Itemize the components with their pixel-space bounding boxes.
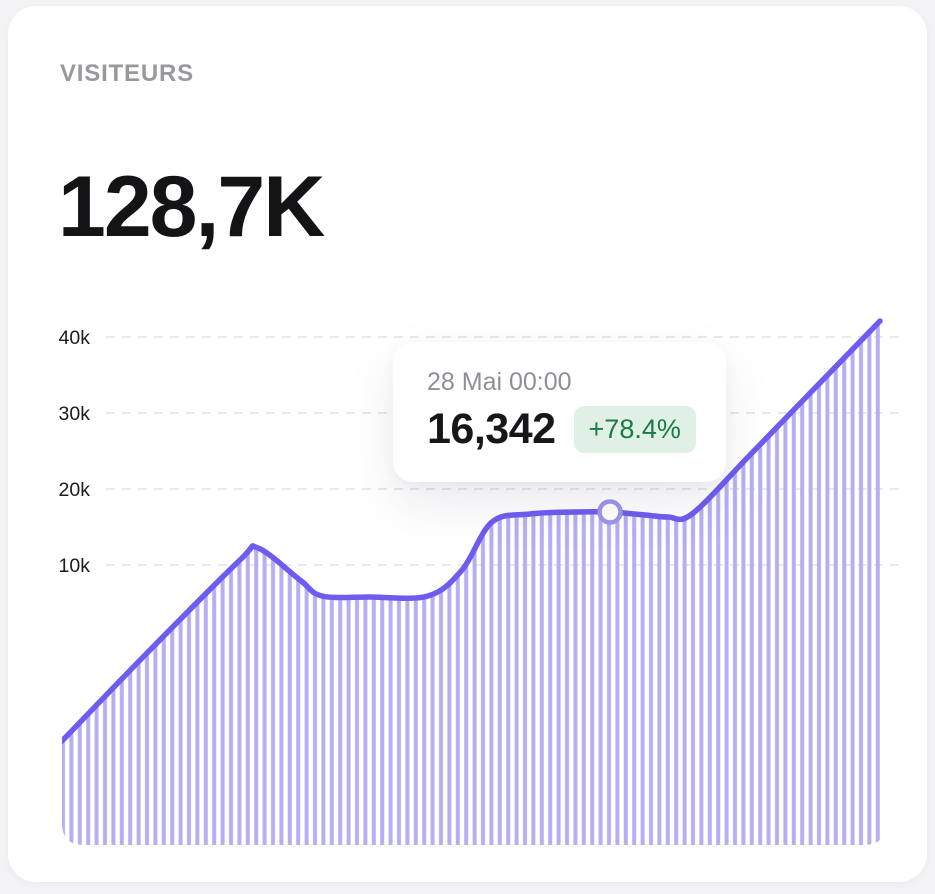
y-axis-tick-label: 40k [59,327,91,349]
total-visitors-value: 128,7K [58,159,325,255]
tooltip-value: 16,342 [427,405,556,453]
tooltip-date: 28 Mai 00:00 [427,368,572,396]
tooltip-delta-badge: +78.4% [573,406,696,453]
y-axis-tick-label: 10k [59,555,91,577]
visitors-line [62,318,883,744]
y-axis-tick-label: 20k [59,479,91,501]
chart-title: VISITEURS [60,60,194,87]
chart-tooltip: 28 Mai 00:00 16,342 +78.4% [393,342,726,482]
chart-layer: VISITEURS 128,7K 40k 30k 20k 10k 28 Mai 00:… [8,6,927,882]
y-axis-tick-label: 30k [59,403,91,425]
visitors-area-fill [62,321,880,845]
tooltip-value-row: 16,342 +78.4% [427,405,696,454]
visitors-card: VISITEURS 128,7K 40k 30k 20k 10k 28 Mai 00:… [8,6,927,882]
visitors-area-chart[interactable]: 40k 30k 20k 10k [8,6,927,882]
marker-dot[interactable] [597,499,623,525]
